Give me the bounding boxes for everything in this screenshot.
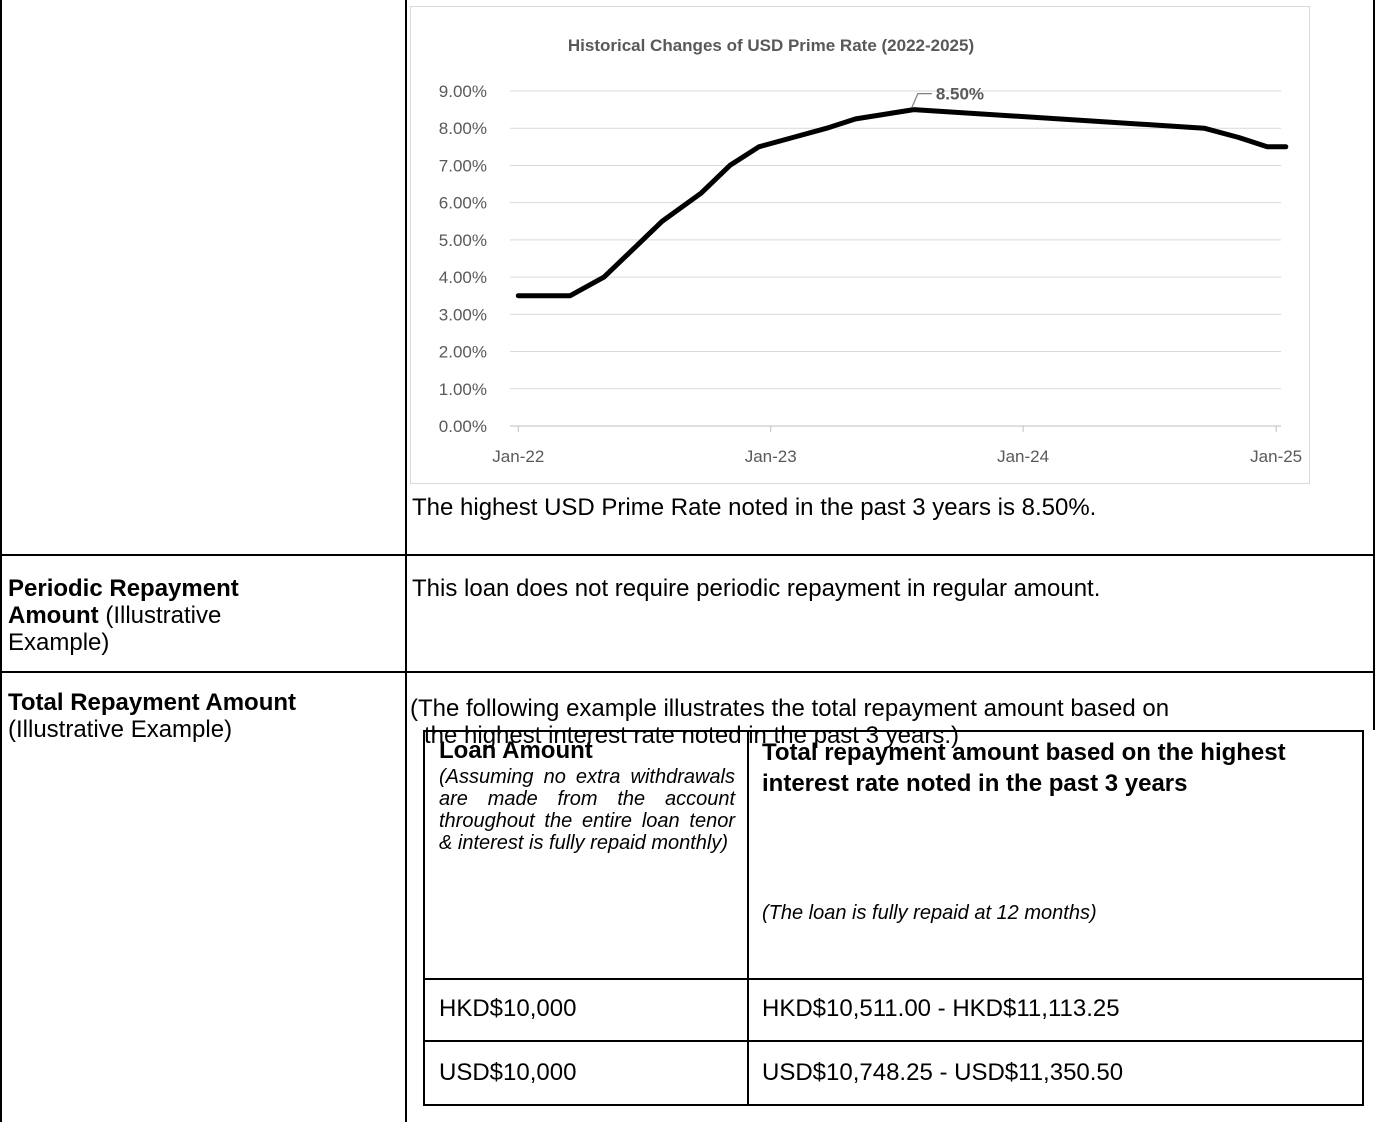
row-divider-2 bbox=[0, 671, 1375, 673]
repayment-example-table: Loan Amount (Assuming no extra withdrawa… bbox=[423, 730, 1364, 1106]
y-tick-label: 5.00% bbox=[439, 231, 487, 250]
prime-rate-chart: Historical Changes of USD Prime Rate (20… bbox=[410, 6, 1310, 484]
total-repayment-note: (The loan is fully repaid at 12 months) bbox=[762, 902, 1097, 924]
series-line bbox=[515, 107, 1289, 299]
total-intro-line-2: the highest interest rate noted in the p… bbox=[424, 722, 959, 749]
total-repayment-header: Total repayment amount based on the high… bbox=[762, 739, 1286, 797]
total-repayment-label: Total Repayment Amount (Illustrative Exa… bbox=[8, 689, 398, 743]
annotation-leader bbox=[911, 93, 932, 108]
y-tick-label: 2.00% bbox=[439, 343, 487, 362]
inner-row-divider-1 bbox=[425, 978, 1362, 980]
table-column-divider bbox=[405, 0, 407, 1122]
loan-amount-hkd: HKD$10,000 bbox=[439, 995, 577, 1022]
row-divider-1 bbox=[0, 554, 1375, 556]
y-tick-label: 4.00% bbox=[439, 268, 487, 287]
chart-note: The highest USD Prime Rate noted in the … bbox=[412, 494, 1097, 521]
x-tick-label: Jan-25 bbox=[1250, 447, 1302, 466]
inner-column-divider bbox=[747, 732, 749, 1104]
loan-amount-note: (Assuming no extra withdrawals are made … bbox=[439, 766, 735, 854]
total-repayment-usd: USD$10,748.25 - USD$11,350.50 bbox=[762, 1059, 1124, 1086]
y-tick-label: 3.00% bbox=[439, 305, 487, 324]
y-tick-label: 8.00% bbox=[439, 119, 487, 138]
inner-row-divider-2 bbox=[425, 1040, 1362, 1042]
loan-amount-header: Loan Amount bbox=[439, 737, 593, 764]
total-intro-line-1: (The following example illustrates the t… bbox=[410, 695, 1170, 722]
table-right-border bbox=[1373, 0, 1375, 730]
y-tick-label: 9.00% bbox=[439, 82, 487, 101]
periodic-label-line-3: Example) bbox=[8, 629, 110, 656]
chart-title: Historical Changes of USD Prime Rate (20… bbox=[568, 36, 974, 55]
periodic-repayment-label: Periodic Repayment Amount (Illustrative … bbox=[8, 575, 398, 656]
total-intro: (The following example illustrates the t… bbox=[410, 695, 1365, 749]
periodic-label-bold-1: Periodic Repayment bbox=[8, 575, 239, 602]
y-tick-label: 0.00% bbox=[439, 417, 487, 436]
total-label-rest: (Illustrative Example) bbox=[8, 716, 233, 743]
loan-amount-usd: USD$10,000 bbox=[439, 1059, 577, 1086]
y-tick-label: 6.00% bbox=[439, 194, 487, 213]
x-tick-label: Jan-24 bbox=[997, 447, 1049, 466]
x-tick-label: Jan-23 bbox=[745, 447, 797, 466]
periodic-repayment-content: This loan does not require periodic repa… bbox=[412, 575, 1101, 602]
y-tick-label: 7.00% bbox=[439, 156, 487, 175]
total-label-bold: Total Repayment Amount bbox=[8, 689, 297, 716]
y-tick-label: 1.00% bbox=[439, 380, 487, 399]
total-repayment-hkd: HKD$10,511.00 - HKD$11,113.25 bbox=[762, 995, 1120, 1022]
chart-canvas: Historical Changes of USD Prime Rate (20… bbox=[439, 36, 1302, 466]
table-left-border bbox=[0, 0, 2, 1122]
periodic-label-bold-2: Amount bbox=[8, 602, 99, 629]
periodic-label-rest-2: (Illustrative bbox=[98, 602, 222, 629]
peak-data-label: 8.50% bbox=[936, 85, 984, 104]
x-tick-label: Jan-22 bbox=[492, 447, 544, 466]
